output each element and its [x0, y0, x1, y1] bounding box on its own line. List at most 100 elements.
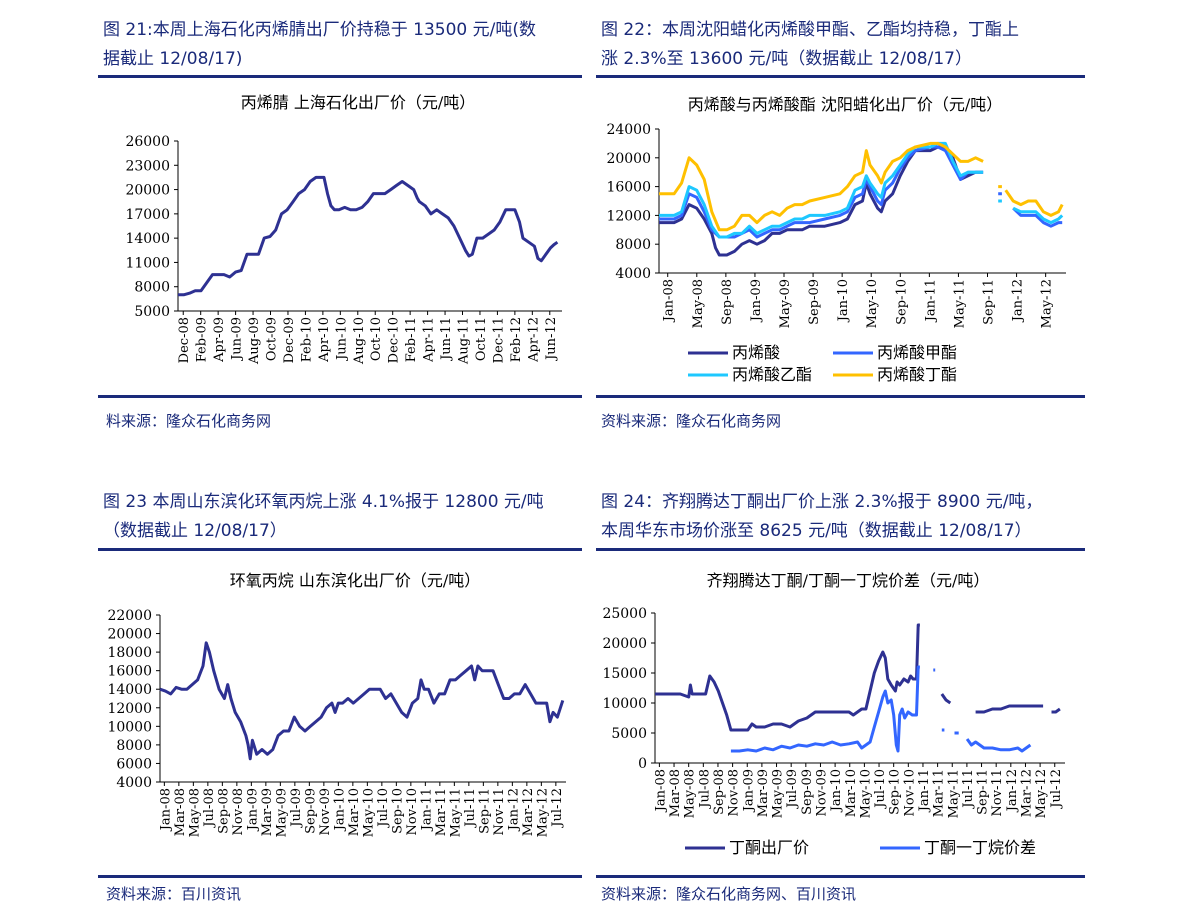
mek-x-tick-label: Sep-08	[712, 769, 727, 815]
caption-fig24: 图 24：齐翔腾达丁酮出厂价上涨 2.3%报于 8900 元/吨， 本周华东市场…	[601, 488, 1081, 546]
acrylonitrile-x-tick-label: Dec-09	[282, 317, 297, 363]
mek-x-tick-label: Nov-08	[727, 769, 742, 816]
acrylates-y-tick-label: 24000	[606, 122, 651, 138]
propylene_oxide-x-tick-label: Sep-10	[390, 788, 405, 834]
propylene_oxide-x-tick-label: Nov-10	[405, 788, 420, 835]
mek-x-tick-label: Sep-09	[800, 769, 815, 815]
propylene_oxide-y-tick-label: 16000	[107, 664, 152, 680]
propylene_oxide-y-tick-label: 8000	[116, 738, 152, 754]
acrylates-x-tick-label: May-11	[952, 279, 967, 328]
mek-x-tick-label: Sep-10	[888, 769, 903, 815]
propylene_oxide-x-tick-label: Jul-09	[289, 788, 304, 829]
acrylates-y-tick-label: 16000	[606, 180, 651, 196]
propylene_oxide-y-tick-label: 18000	[107, 645, 152, 661]
acrylonitrile-y-tick-label: 26000	[125, 134, 170, 150]
propylene_oxide-x-tick-label: May-10	[361, 788, 376, 837]
acrylates-x-tick-label: Sep-09	[807, 279, 822, 325]
propylene_oxide-y-tick-label: 20000	[107, 627, 152, 643]
acrylonitrile-y-tick-label: 17000	[125, 207, 170, 223]
acrylates-x-tick-label: May-08	[691, 279, 706, 328]
propylene_oxide-y-tick-label: 14000	[107, 682, 152, 698]
divider-bottom-right	[596, 875, 1085, 878]
propylene_oxide-x-tick-label: Mar-11	[434, 788, 449, 836]
mek-x-tick-label: Jul-12	[1049, 769, 1064, 810]
acrylonitrile-x-tick-label: Dec-10	[387, 317, 402, 363]
propylene_oxide-x-tick-label: Jan-09	[245, 788, 260, 832]
acrylonitrile-x-tick-label: Jun-11	[439, 317, 454, 362]
propylene_oxide-y-tick-label: 12000	[107, 701, 152, 717]
acrylates-title: 丙烯酸与丙烯酸酯 沈阳蜡化出厂价（元/吨）	[688, 95, 1002, 114]
caption-fig21: 图 21:本周上海石化丙烯腈出厂价持稳于 13500 元/吨(数 据截止 12/…	[103, 16, 573, 74]
divider-top-right	[596, 75, 1085, 78]
caption-fig22-line2: 涨 2.3%至 13600 元/吨（数据截止 12/08/17）	[601, 49, 972, 69]
acrylates-series-3-line	[659, 141, 1064, 232]
acrylonitrile-x-tick-label: Aug-09	[247, 317, 262, 365]
acrylonitrile-x-tick-label: Feb-11	[404, 317, 419, 362]
propylene_oxide-x-tick-label: Nov-09	[318, 788, 333, 835]
propylene_oxide-x-tick-label: Jul-10	[376, 788, 391, 829]
propylene_oxide-x-tick-label: Nov-08	[231, 788, 246, 835]
propylene_oxide-x-tick-label: Sep-11	[477, 788, 492, 834]
mek-x-tick-label: Mar-09	[756, 769, 771, 817]
propylene_oxide-x-tick-label: Jul-12	[550, 788, 565, 829]
caption-fig22-line1: 图 22：本周沈阳蜡化丙烯酸甲酯、乙酯均持稳，丁酯上	[601, 20, 1020, 40]
mek-x-tick-label: Jul-11	[961, 769, 976, 810]
mek-x-tick-label: Nov-11	[990, 769, 1005, 816]
caption-fig21-line2: 据截止 12/08/17)	[103, 49, 243, 69]
propylene_oxide-series-0-line	[159, 641, 565, 761]
mek-x-tick-label: May-11	[946, 769, 961, 818]
propylene_oxide-x-tick-label: Sep-09	[303, 788, 318, 834]
mek-series-0-line	[655, 623, 1061, 732]
mek-y-tick-label: 10000	[602, 696, 647, 712]
divider-mid-right	[596, 395, 1085, 398]
acrylonitrile-x-tick-label: Dec-08	[177, 317, 192, 363]
acrylates-y-tick-label: 12000	[606, 208, 651, 224]
mek-x-tick-label: Jan-12	[1005, 769, 1020, 813]
acrylates-x-tick-label: Sep-10	[894, 279, 909, 325]
acrylonitrile-x-tick-label: Oct-09	[265, 317, 280, 361]
propylene_oxide-y-tick-label: 4000	[116, 775, 152, 791]
acrylates-x-tick-label: Jan-12	[1011, 279, 1026, 323]
propylene_oxide-y-tick-label: 22000	[107, 608, 152, 624]
source-fig23: 资料来源：百川资讯	[106, 885, 242, 903]
mek-x-tick-label: Nov-10	[902, 769, 917, 816]
mek-x-tick-label: Jan-08	[653, 769, 668, 813]
caption-fig24-line1: 图 24：齐翔腾达丁酮出厂价上涨 2.3%报于 8900 元/吨，	[601, 492, 1043, 512]
acrylates-series-2-line	[659, 141, 1064, 239]
acrylates-x-tick-label: Sep-08	[720, 279, 735, 325]
mek-x-tick-label: Mar-10	[844, 769, 859, 817]
propylene_oxide-x-tick-label: May-11	[448, 788, 463, 837]
mek-x-tick-label: Nov-09	[814, 769, 829, 816]
propylene_oxide-x-tick-label: Sep-08	[216, 788, 231, 834]
mek-x-tick-label: Jan-11	[917, 769, 932, 813]
mek-y-tick-label: 20000	[602, 636, 647, 652]
acrylates-y-tick-label: 8000	[615, 237, 651, 253]
divider-top-left	[98, 75, 582, 78]
acrylonitrile-x-tick-label: Aug-11	[457, 317, 472, 365]
acrylates-x-tick-label: Jan-11	[923, 279, 938, 323]
propylene_oxide-x-tick-label: Nov-11	[492, 788, 507, 835]
acrylonitrile-y-tick-label: 11000	[125, 255, 170, 271]
caption-fig22: 图 22：本周沈阳蜡化丙烯酸甲酯、乙酯均持稳，丁酯上 涨 2.3%至 13600…	[601, 16, 1071, 74]
acrylonitrile-x-tick-label: Jun-09	[230, 317, 245, 362]
mek-x-tick-label: Mar-12	[1019, 769, 1034, 817]
acrylonitrile-x-tick-label: Feb-09	[195, 317, 210, 362]
acrylonitrile-x-tick-label: Apr-10	[317, 317, 332, 363]
propylene_oxide-x-tick-label: Jan-10	[332, 788, 347, 832]
propylene_oxide-x-tick-label: May-08	[187, 788, 202, 837]
mek-x-tick-label: May-09	[771, 769, 786, 818]
acrylates-x-tick-label: May-12	[1040, 279, 1055, 328]
acrylates-x-tick-label: Jan-10	[836, 279, 851, 323]
propylene_oxide-x-tick-label: May-09	[274, 788, 289, 837]
mek-x-tick-label: Jan-10	[829, 769, 844, 813]
acrylonitrile-y-tick-label: 8000	[134, 280, 170, 296]
acrylates-series-1-line	[659, 145, 1063, 239]
propylene_oxide-x-tick-label: Jul-11	[463, 788, 478, 829]
acrylonitrile-y-tick-label: 5000	[134, 304, 170, 320]
mek-x-tick-label: Sep-11	[976, 769, 991, 815]
acrylates-x-tick-label: Sep-11	[982, 279, 997, 325]
mek-x-tick-label: Jul-08	[697, 769, 712, 810]
acrylonitrile-x-tick-label: Oct-11	[474, 317, 489, 361]
acrylonitrile-x-tick-label: Jun-12	[544, 317, 559, 362]
